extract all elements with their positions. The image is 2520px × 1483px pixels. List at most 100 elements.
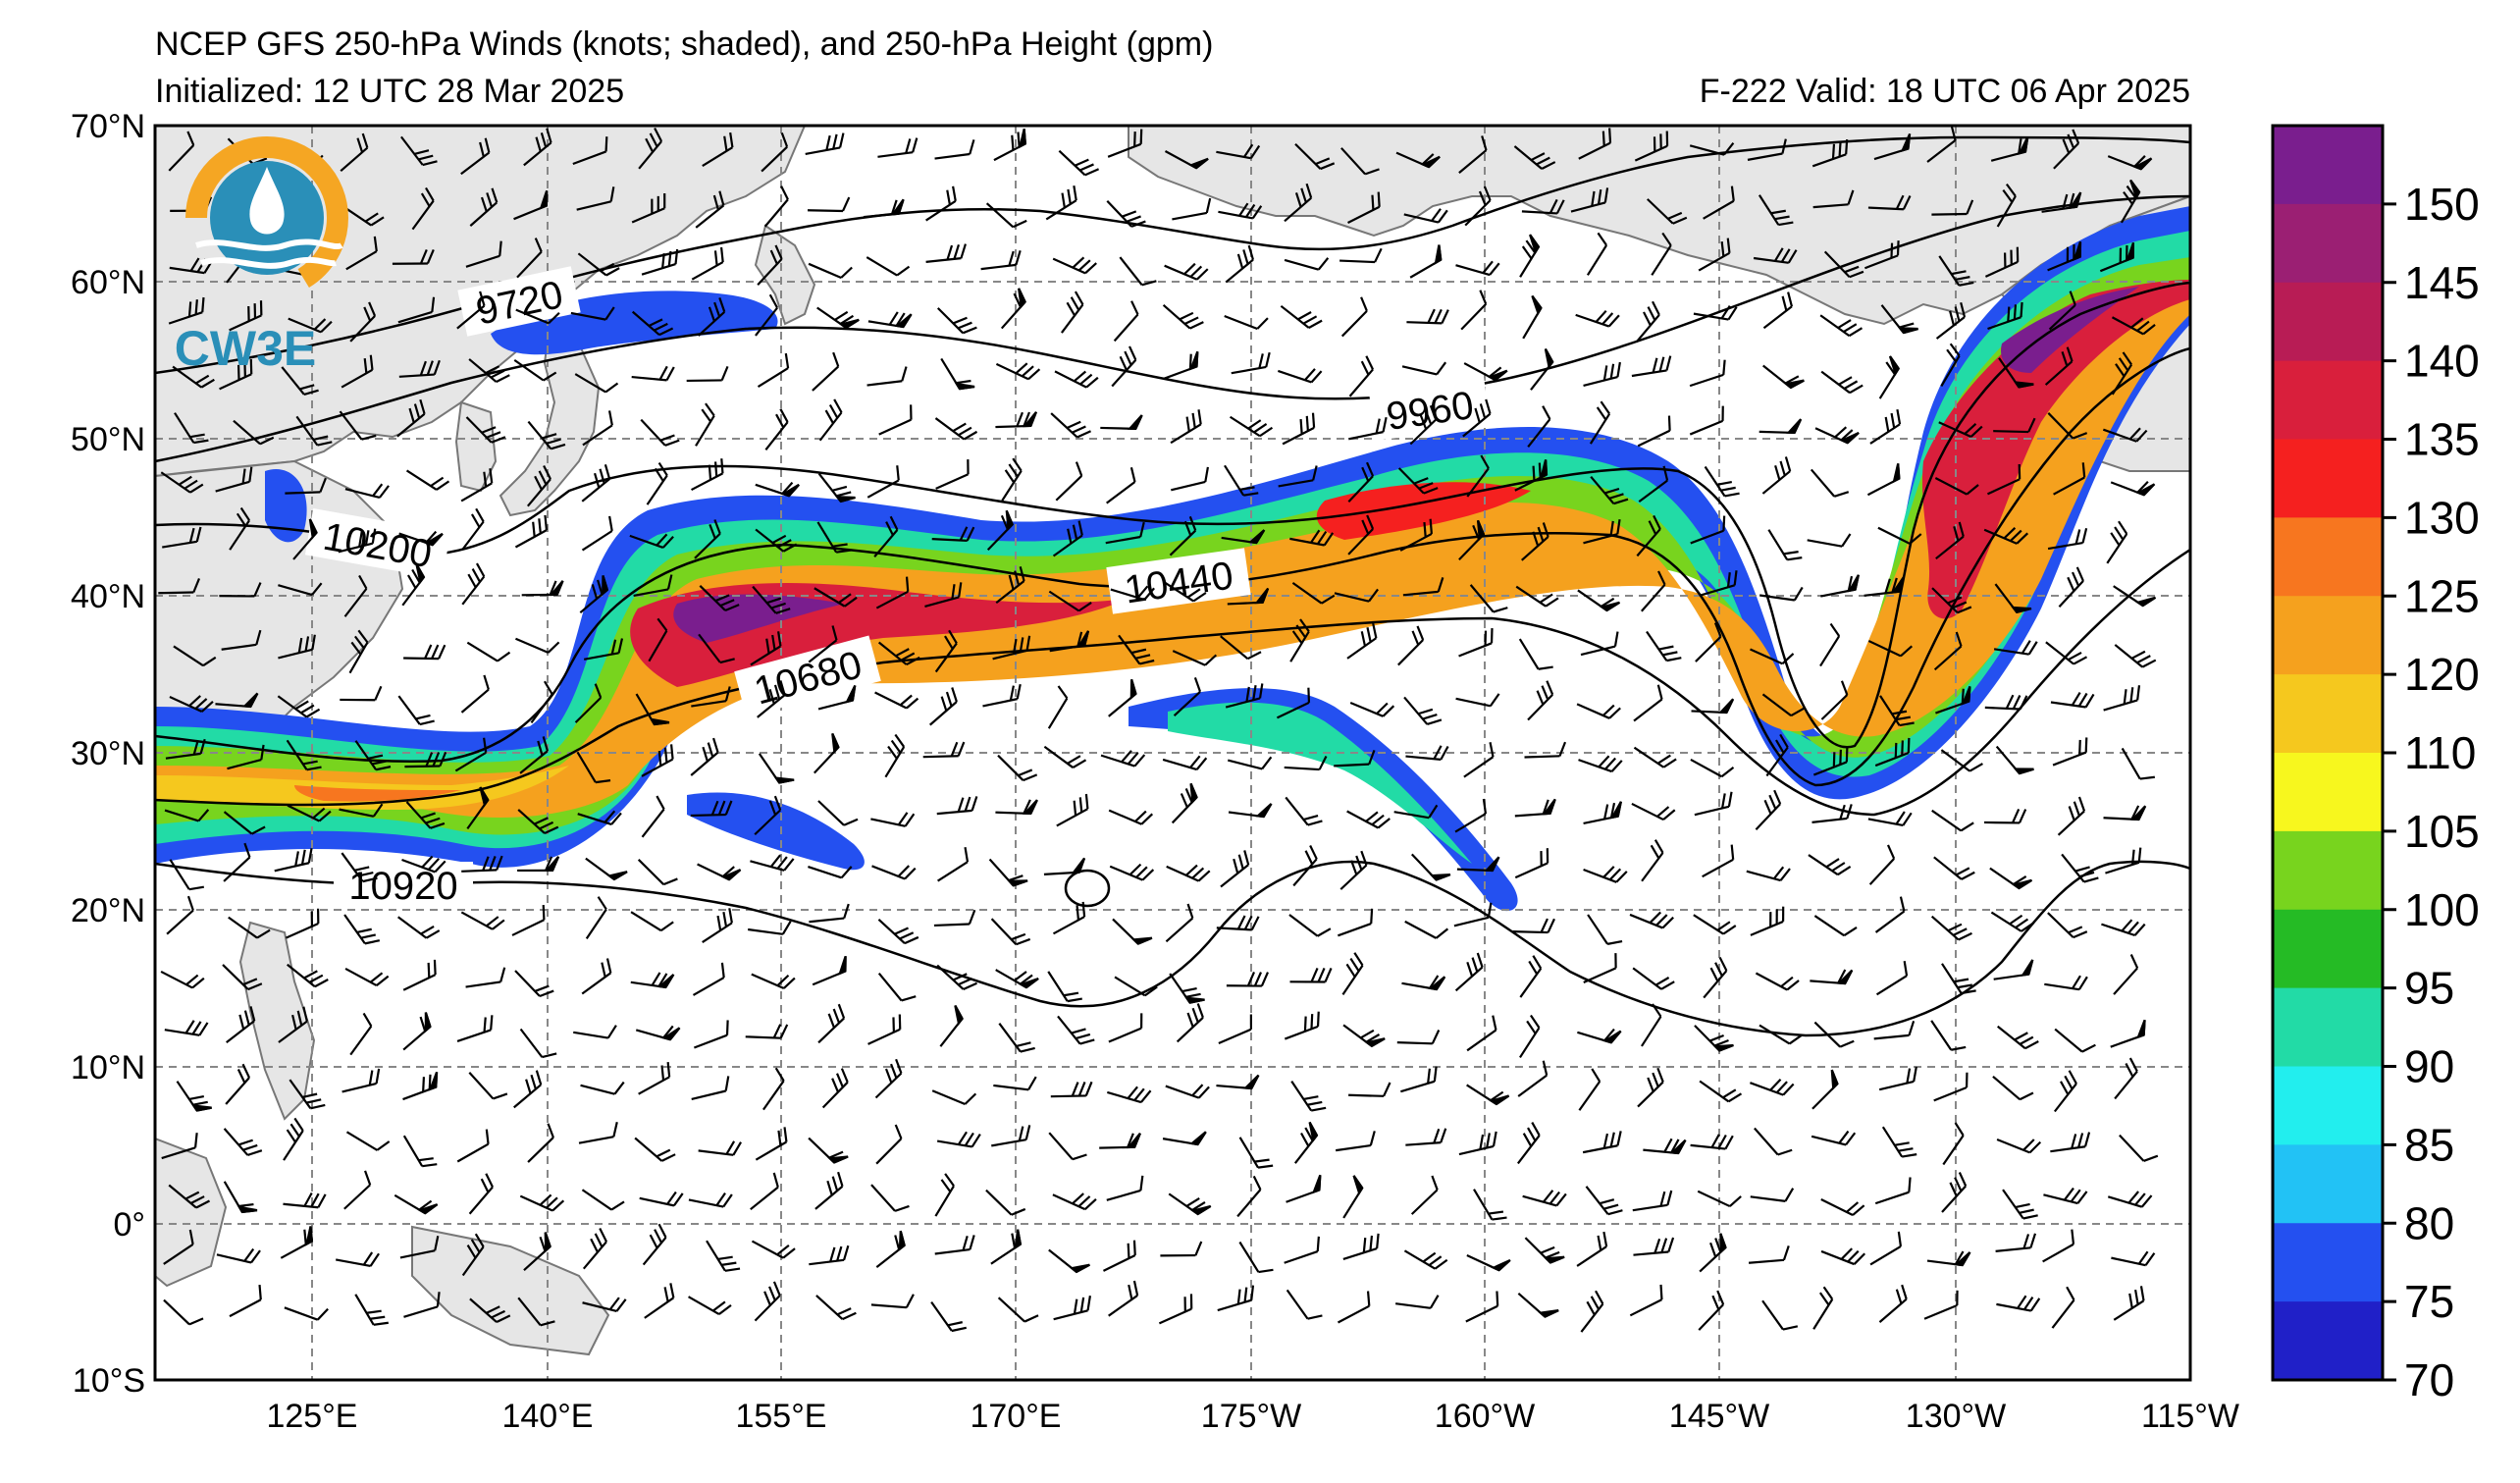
wind-barb: [1469, 584, 1508, 613]
wind-barb: [1747, 138, 1787, 161]
wind-barb: [1759, 1024, 1803, 1045]
wind-barb: [1218, 202, 1263, 220]
wind-barb: [1935, 521, 1965, 560]
wind-barb: [341, 852, 378, 883]
wind-barb: [1868, 844, 1896, 885]
wind-barb: [233, 419, 275, 446]
wind-barb: [229, 506, 250, 551]
wind-barb: [1524, 741, 1567, 759]
wind-barb: [1162, 755, 1208, 771]
wind-barb: [341, 354, 374, 389]
wind-barb: [1397, 625, 1425, 666]
wind-barb: [574, 373, 619, 394]
wind-barb: [284, 1306, 329, 1321]
colorbar-label: 90: [2404, 1041, 2454, 1092]
wind-barb: [1403, 1249, 1448, 1270]
wind-barb: [1348, 355, 1375, 397]
wind-barb: [1169, 515, 1197, 556]
wind-barb: [400, 135, 438, 167]
wind-barb: [750, 631, 782, 666]
wind-barb: [1165, 903, 1194, 943]
colorbar-cells: [2273, 126, 2383, 1381]
wind-barb: [2103, 685, 2141, 712]
lat-label-50n: 50°N: [71, 421, 145, 458]
contour-closed-low: [1064, 869, 1111, 908]
lat-label-40n: 40°N: [71, 578, 145, 615]
wind-barb: [572, 136, 608, 166]
wind-barb: [641, 744, 674, 777]
wind-barb: [1820, 1197, 1865, 1217]
wind-barb: [1580, 631, 1619, 657]
jet-core-west-purple: [673, 594, 844, 643]
wind-barb: [163, 1298, 204, 1326]
wind-barb: [574, 683, 603, 723]
wind-barb: [925, 243, 967, 263]
colorbar-label: 100: [2404, 884, 2480, 935]
wind-barb: [758, 753, 795, 784]
wind-barb: [690, 737, 719, 776]
wind-barb: [402, 1012, 432, 1051]
wind-barb: [936, 307, 977, 335]
wind-barb: [1286, 1289, 1323, 1320]
wind-barb: [933, 909, 976, 927]
wind-barb: [1162, 303, 1204, 330]
wind-barb: [818, 398, 843, 442]
wind-barb: [1931, 587, 1972, 614]
wind-barb: [456, 291, 486, 330]
wind-barb: [1942, 1122, 1965, 1166]
wind-barb: [1349, 701, 1395, 717]
wind-barb: [1293, 1121, 1319, 1164]
wind-barb: [223, 1128, 263, 1156]
wind-barb: [688, 1296, 732, 1315]
wind-barb: [348, 629, 369, 674]
wind-barb: [814, 1171, 844, 1210]
wind-barb: [1284, 755, 1328, 771]
wind-barb: [998, 1023, 1035, 1053]
wind-barb: [640, 418, 680, 447]
wind-barb: [215, 692, 259, 709]
wind-barb: [690, 800, 733, 818]
wind-barb: [1403, 208, 1448, 224]
wind-barb: [2105, 847, 2142, 874]
wind-barb: [1703, 956, 1728, 999]
wind-barb: [570, 306, 615, 321]
wind-barb: [635, 1025, 681, 1041]
colorbar-label: 110: [2404, 727, 2476, 778]
wind-barb: [812, 351, 840, 392]
wind-barb: [349, 301, 377, 343]
wind-barb: [805, 132, 845, 156]
colorbar-label: 145: [2404, 257, 2480, 308]
wind-barb: [2120, 179, 2141, 224]
wind-barb: [1284, 1236, 1320, 1264]
wind-barb: [517, 809, 559, 835]
wind-barb: [2061, 853, 2099, 883]
wind-barb: [397, 695, 435, 726]
wind-barb: [1997, 1025, 2039, 1050]
wind-barb: [1938, 421, 1983, 438]
wind-barb: [1879, 695, 1915, 727]
wind-barb: [1993, 959, 2034, 980]
lon-label-125e: 125°E: [266, 1398, 357, 1435]
wind-barb: [1108, 1013, 1143, 1043]
wind-barb: [1585, 1186, 1623, 1216]
wind-barb: [454, 737, 488, 772]
wind-barb: [1403, 696, 1443, 725]
wind-barb: [1632, 967, 1675, 990]
wind-barb: [1651, 232, 1672, 276]
wind-barb: [691, 246, 724, 281]
wind-barb: [581, 958, 612, 995]
wind-barb: [698, 1140, 742, 1156]
wind-barb: [1867, 194, 1912, 211]
wind-barb: [1583, 866, 1628, 883]
wind-barb: [1813, 1021, 1855, 1048]
wind-barb: [755, 528, 798, 553]
land-borneo: [155, 1137, 228, 1288]
wind-barb: [1820, 574, 1860, 598]
lat-label-0: 0°: [113, 1206, 145, 1244]
wind-barb: [581, 1189, 625, 1211]
wind-barb: [1334, 588, 1379, 603]
wind-barb: [1453, 902, 1493, 927]
wind-barb: [633, 574, 673, 598]
wind-barb: [216, 1247, 261, 1264]
wind-barb: [576, 751, 611, 784]
